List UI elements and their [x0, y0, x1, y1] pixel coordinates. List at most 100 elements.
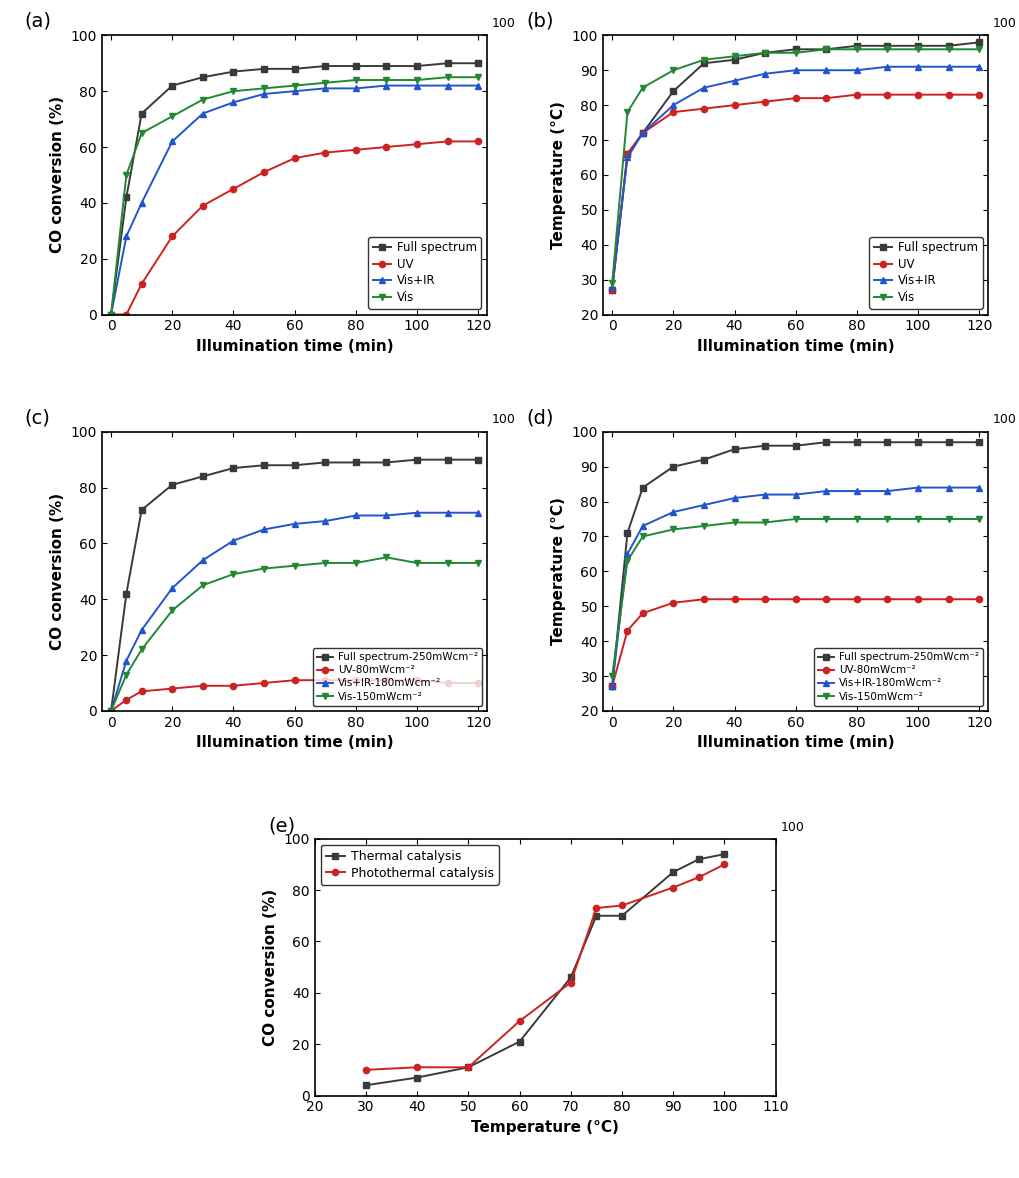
Vis-150mWcm⁻² [288, 558, 301, 573]
Full spectrum [943, 39, 955, 53]
Vis [411, 73, 423, 87]
Legend: Thermal catalysis, Photothermal catalysis: Thermal catalysis, Photothermal catalysi… [321, 845, 499, 885]
Full spectrum-250mWcm⁻² [411, 452, 423, 466]
Line: Full spectrum-250mWcm⁻²: Full spectrum-250mWcm⁻² [108, 457, 481, 714]
Photothermal catalysis [667, 880, 680, 894]
Thermal catalysis [463, 1060, 475, 1074]
Vis-150mWcm⁻² [197, 578, 209, 593]
Vis [136, 126, 148, 140]
Thermal catalysis [565, 971, 577, 985]
Vis [288, 79, 301, 93]
Vis-150mWcm⁻² [637, 529, 649, 543]
Full spectrum [258, 61, 270, 75]
Vis-150mWcm⁻² [606, 669, 619, 683]
Legend: Full spectrum-250mWcm⁻², UV-80mWcm⁻², Vis+IR-180mWcm⁻², Vis-150mWcm⁻²: Full spectrum-250mWcm⁻², UV-80mWcm⁻², Vi… [814, 648, 983, 706]
X-axis label: Temperature (°C): Temperature (°C) [471, 1120, 620, 1134]
UV-80mWcm⁻² [973, 593, 985, 607]
Full spectrum-250mWcm⁻² [197, 469, 209, 483]
Text: (e): (e) [269, 816, 296, 835]
Line: Vis+IR: Vis+IR [609, 64, 982, 290]
Full spectrum [380, 59, 392, 73]
Vis-150mWcm⁻² [851, 512, 863, 527]
Vis [105, 307, 117, 322]
Full spectrum-250mWcm⁻² [227, 461, 239, 475]
UV-80mWcm⁻² [380, 673, 392, 687]
Vis+IR-180mWcm⁻² [227, 534, 239, 548]
Vis-150mWcm⁻² [441, 556, 453, 570]
Line: Vis-150mWcm⁻²: Vis-150mWcm⁻² [609, 516, 982, 680]
Vis [973, 42, 985, 57]
UV-80mWcm⁻² [288, 673, 301, 687]
Full spectrum-250mWcm⁻² [973, 435, 985, 449]
Line: Vis+IR-180mWcm⁻²: Vis+IR-180mWcm⁻² [609, 484, 982, 689]
Text: (c): (c) [24, 409, 51, 428]
Photothermal catalysis [360, 1063, 372, 1077]
Text: 100: 100 [993, 413, 1016, 426]
Vis+IR [136, 196, 148, 210]
X-axis label: Illumination time (min): Illumination time (min) [697, 339, 895, 353]
Photothermal catalysis [590, 901, 602, 915]
Vis+IR-180mWcm⁻² [136, 623, 148, 637]
Full spectrum-250mWcm⁻² [637, 481, 649, 495]
UV-80mWcm⁻² [105, 703, 117, 717]
Vis-150mWcm⁻² [258, 562, 270, 576]
Vis+IR [881, 60, 894, 74]
Vis [637, 80, 649, 94]
Vis-150mWcm⁻² [105, 703, 117, 717]
Full spectrum [851, 39, 863, 53]
Thermal catalysis [514, 1034, 526, 1048]
UV-80mWcm⁻² [729, 593, 741, 607]
Vis+IR-180mWcm⁻² [288, 517, 301, 531]
Vis+IR-180mWcm⁻² [667, 505, 680, 519]
Photothermal catalysis [463, 1060, 475, 1074]
UV [227, 181, 239, 196]
Vis [472, 71, 484, 85]
Line: Vis-150mWcm⁻²: Vis-150mWcm⁻² [108, 554, 481, 714]
UV-80mWcm⁻² [851, 593, 863, 607]
Vis-150mWcm⁻² [881, 512, 894, 527]
Vis+IR [319, 81, 331, 95]
Vis+IR [912, 60, 924, 74]
UV [350, 143, 362, 157]
Vis-150mWcm⁻² [472, 556, 484, 570]
Full spectrum-250mWcm⁻² [667, 459, 680, 474]
Line: Vis+IR-180mWcm⁻²: Vis+IR-180mWcm⁻² [108, 510, 481, 714]
Vis+IR-180mWcm⁻² [698, 498, 710, 512]
UV [472, 134, 484, 148]
Vis+IR [820, 64, 833, 78]
UV-80mWcm⁻² [166, 682, 178, 696]
Vis+IR [197, 106, 209, 120]
X-axis label: Illumination time (min): Illumination time (min) [697, 735, 895, 750]
UV [105, 307, 117, 322]
Text: 100: 100 [781, 821, 804, 834]
Full spectrum-250mWcm⁻² [912, 435, 924, 449]
Vis [258, 81, 270, 95]
UV [667, 105, 680, 119]
Full spectrum-250mWcm⁻² [319, 456, 331, 470]
Line: Photothermal catalysis: Photothermal catalysis [363, 861, 728, 1073]
Vis [667, 64, 680, 78]
Full spectrum [622, 147, 634, 161]
Vis [606, 276, 619, 290]
Vis+IR [759, 67, 771, 81]
UV [411, 137, 423, 151]
Vis [380, 73, 392, 87]
Photothermal catalysis [411, 1060, 423, 1074]
Full spectrum-250mWcm⁻² [820, 435, 833, 449]
Full spectrum [759, 46, 771, 60]
UV [820, 91, 833, 105]
Thermal catalysis [411, 1071, 423, 1085]
Line: Vis: Vis [609, 46, 982, 286]
Full spectrum-250mWcm⁻² [258, 458, 270, 472]
Vis-150mWcm⁻² [120, 668, 132, 682]
Text: 100: 100 [491, 16, 515, 29]
Full spectrum-250mWcm⁻² [759, 438, 771, 452]
UV-80mWcm⁻² [698, 593, 710, 607]
Vis+IR-180mWcm⁻² [606, 680, 619, 694]
Vis+IR [227, 95, 239, 110]
Thermal catalysis [615, 908, 628, 922]
Full spectrum-250mWcm⁻² [698, 452, 710, 466]
Vis+IR-180mWcm⁻² [943, 481, 955, 495]
UV [637, 126, 649, 140]
Line: UV: UV [108, 138, 481, 318]
